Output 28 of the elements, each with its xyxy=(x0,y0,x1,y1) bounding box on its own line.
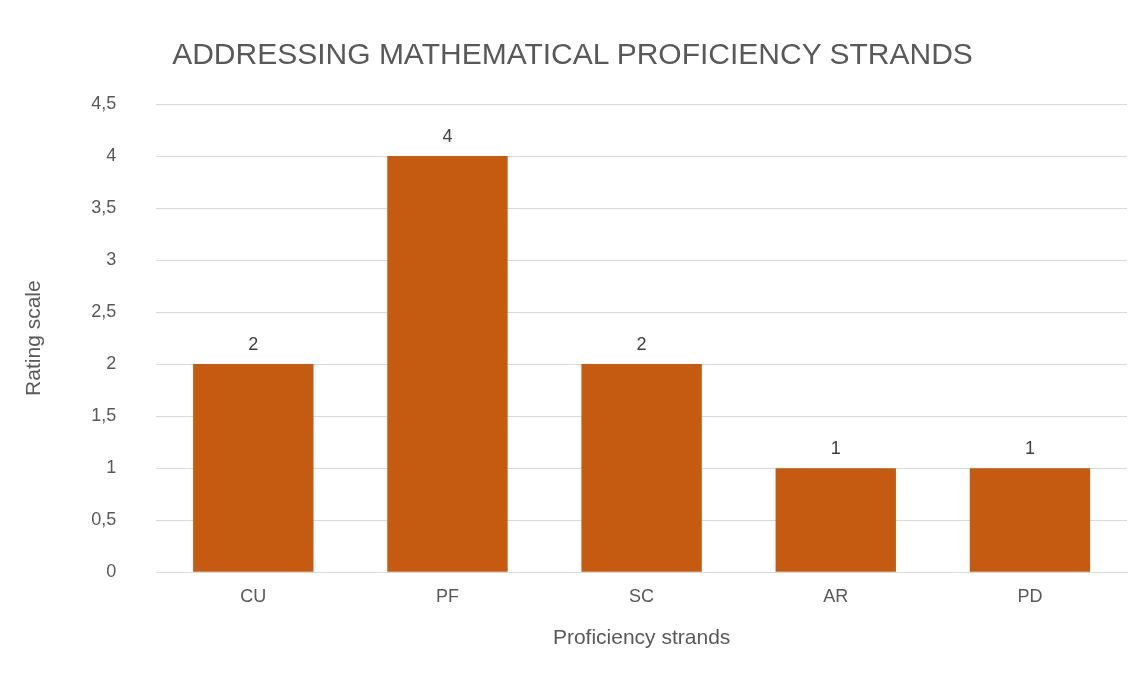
x-tick-label: AR xyxy=(823,585,849,606)
data-label: 2 xyxy=(636,334,647,355)
y-tick-label: 3,5 xyxy=(91,197,117,218)
chart-title: ADDRESSING MATHEMATICAL PROFICIENCY STRANDS xyxy=(172,37,973,71)
y-tick-label: 4,5 xyxy=(91,92,117,113)
bar xyxy=(387,156,508,572)
x-tick-label: SC xyxy=(629,585,655,606)
y-tick-label: 0 xyxy=(106,561,117,582)
y-tick-label: 4 xyxy=(106,144,117,165)
data-label: 4 xyxy=(442,125,453,146)
bar xyxy=(775,468,896,572)
bar xyxy=(581,364,702,572)
x-tick-label: PD xyxy=(1017,585,1043,606)
data-label: 2 xyxy=(248,334,259,355)
y-tick-label: 2 xyxy=(106,353,117,374)
y-tick-label: 2,5 xyxy=(91,301,117,322)
data-label: 1 xyxy=(1024,438,1035,459)
y-tick-label: 1 xyxy=(106,457,117,478)
y-axis-title: Rating scale xyxy=(21,280,45,396)
data-label: 1 xyxy=(830,438,841,459)
x-tick-label: PF xyxy=(435,585,459,606)
bar xyxy=(193,364,314,572)
y-tick-label: 0,5 xyxy=(91,509,117,530)
y-tick-label: 3 xyxy=(106,249,117,270)
x-tick-label: CU xyxy=(240,585,267,606)
bar xyxy=(969,468,1091,572)
x-axis-title: Proficiency strands xyxy=(552,625,731,649)
y-tick-label: 1,5 xyxy=(91,405,117,426)
